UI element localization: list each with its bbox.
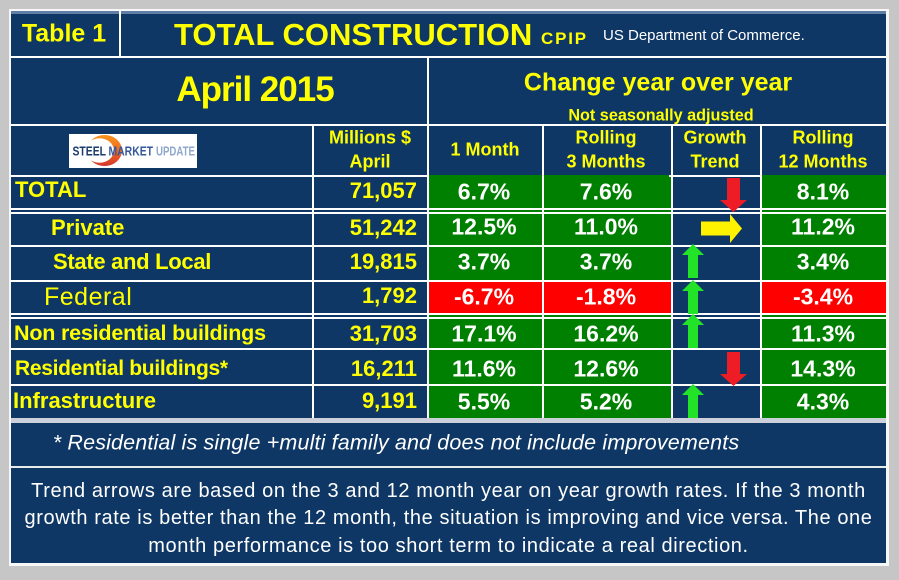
svg-text:STEEL: STEEL <box>73 144 107 159</box>
svg-text:UPDATE: UPDATE <box>156 144 195 159</box>
svg-text:MARKET: MARKET <box>109 144 154 159</box>
